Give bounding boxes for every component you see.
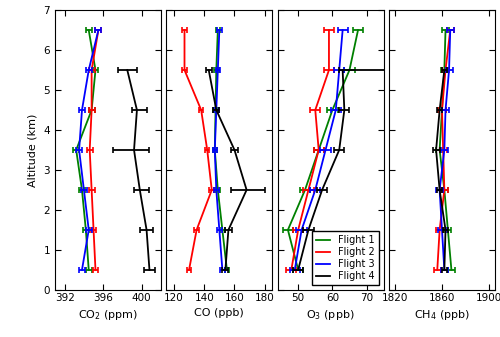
X-axis label: CO$_2$ (ppm): CO$_2$ (ppm) [78,308,138,322]
X-axis label: O$_3$ (ppb): O$_3$ (ppb) [306,308,355,322]
X-axis label: CO (ppb): CO (ppb) [194,308,244,318]
Y-axis label: Altitude (km): Altitude (km) [28,113,38,187]
X-axis label: CH$_4$ (ppb): CH$_4$ (ppb) [414,308,470,322]
Legend: Flight 1, Flight 2, Flight 3, Flight 4: Flight 1, Flight 2, Flight 3, Flight 4 [312,231,379,285]
